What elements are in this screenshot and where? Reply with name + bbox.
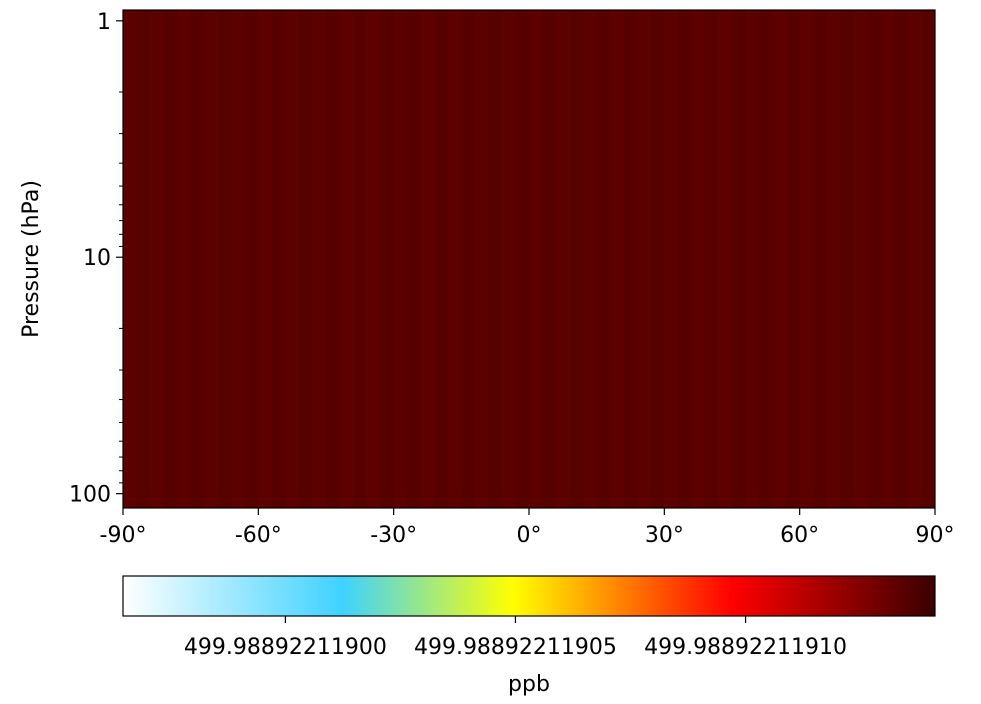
colorbar-label: ppb — [508, 672, 550, 697]
heatmap-stripe — [420, 10, 435, 508]
x-tick-label: 90° — [916, 523, 955, 548]
heatmap-stripe — [650, 10, 665, 508]
heatmap-stripe — [529, 10, 544, 508]
y-axis: 1 10 100 — [69, 10, 123, 508]
heatmap-stripes — [123, 10, 936, 508]
heatmap-stripe — [231, 10, 246, 508]
heatmap-stripe — [515, 10, 530, 508]
heatmap-stripe — [190, 10, 205, 508]
heatmap-stripe — [204, 10, 219, 508]
heatmap-stripe — [136, 10, 151, 508]
x-tick-label: 30° — [645, 523, 684, 548]
heatmap-stripe — [759, 10, 774, 508]
heatmap-stripe — [907, 10, 922, 508]
heatmap-stripe — [298, 10, 313, 508]
heatmap-stripe — [840, 10, 855, 508]
heatmap-stripe — [772, 10, 787, 508]
heatmap-stripe — [556, 10, 571, 508]
heatmap-stripe — [217, 10, 232, 508]
heatmap-stripe — [826, 10, 841, 508]
x-tick-label: 0° — [517, 523, 542, 548]
heatmap-stripe — [488, 10, 503, 508]
heatmap-stripe — [447, 10, 462, 508]
heatmap-stripe — [258, 10, 273, 508]
colorbar — [122, 575, 936, 617]
heatmap-stripe — [623, 10, 638, 508]
colorbar-tick-label: 499.98892211905 — [414, 635, 617, 660]
heatmap-stripe — [704, 10, 719, 508]
y-axis-label: Pressure (hPa) — [19, 180, 44, 338]
heatmap-stripe — [867, 10, 882, 508]
heatmap-stripe — [691, 10, 706, 508]
heatmap-stripe — [542, 10, 557, 508]
heatmap-stripe — [150, 10, 165, 508]
heatmap-stripe — [393, 10, 408, 508]
heatmap-stripe — [610, 10, 625, 508]
x-tick-label: -60° — [235, 523, 282, 548]
heatmap-stripe — [353, 10, 368, 508]
x-tick-label: 60° — [780, 523, 819, 548]
heatmap-stripe — [880, 10, 895, 508]
heatmap-stripe — [474, 10, 489, 508]
heatmap-stripe — [177, 10, 192, 508]
heatmap-stripe — [718, 10, 733, 508]
heatmap-stripe — [745, 10, 760, 508]
heatmap-stripe — [312, 10, 327, 508]
heatmap-stripe — [637, 10, 652, 508]
heatmap-stripe — [285, 10, 300, 508]
heatmap-stripe — [853, 10, 868, 508]
colorbar-tick-label: 499.98892211910 — [644, 635, 847, 660]
heatmap-stripe — [123, 10, 138, 508]
heatmap-stripe — [271, 10, 286, 508]
x-axis: -90° -60° -30° 0° 30° 60° 90° — [100, 508, 955, 548]
heatmap-stripe — [596, 10, 611, 508]
y-tick-label: 1 — [97, 10, 111, 35]
colorbar-ticks: 499.98892211900 499.98892211905 499.988922… — [184, 616, 847, 660]
heatmap-stripe — [380, 10, 395, 508]
heatmap-stripe — [894, 10, 909, 508]
heatmap-stripe — [813, 10, 828, 508]
y-tick-label: 100 — [69, 483, 111, 508]
heatmap-stripe — [786, 10, 801, 508]
x-tick-label: -90° — [100, 523, 147, 548]
heatmap-stripe — [407, 10, 422, 508]
heatmap-stripe — [583, 10, 598, 508]
heatmap-stripe — [921, 10, 936, 508]
heatmap-stripe — [569, 10, 584, 508]
y-tick-label: 10 — [83, 246, 111, 271]
heatmap-stripe — [434, 10, 449, 508]
heatmap-stripe — [732, 10, 747, 508]
heatmap-stripe — [461, 10, 476, 508]
heatmap-stripe — [677, 10, 692, 508]
heatmap-stripe — [799, 10, 814, 508]
colorbar-tick-label: 499.98892211900 — [184, 635, 387, 660]
x-tick-label: -30° — [370, 523, 417, 548]
heatmap-stripe — [664, 10, 679, 508]
heatmap-stripe — [163, 10, 178, 508]
heatmap-stripe — [501, 10, 516, 508]
heatmap-stripe — [326, 10, 341, 508]
heatmap-stripe — [339, 10, 354, 508]
heatmap-stripe — [244, 10, 259, 508]
heatmap-stripe — [366, 10, 381, 508]
